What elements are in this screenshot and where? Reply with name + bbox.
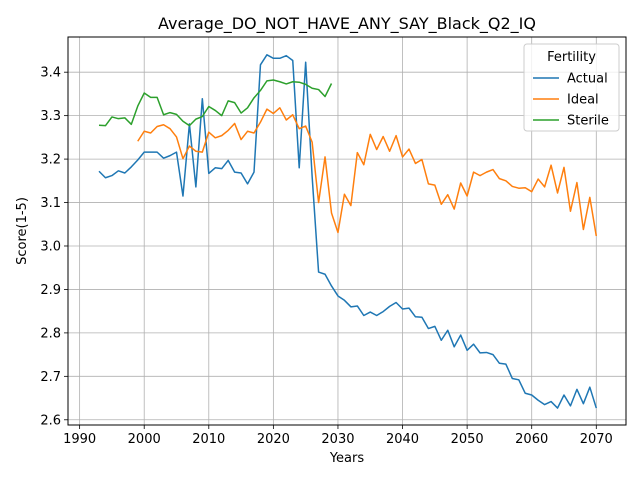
legend-items: Actual Ideal Sterile (533, 72, 609, 129)
x-tick-label: 2040 (386, 432, 419, 447)
x-tick-label: 2020 (257, 432, 290, 447)
y-tick-label: 2.7 (40, 370, 61, 385)
legend-label-ideal: Ideal (567, 93, 599, 108)
x-tick-label: 2010 (192, 432, 225, 447)
x-tick-label: 2000 (128, 432, 161, 447)
x-tick-label: 2050 (451, 432, 484, 447)
x-tick-label: 1990 (63, 432, 96, 447)
x-tick-label: 2060 (515, 432, 548, 447)
series-lines (98, 54, 598, 409)
x-axis-ticks: 1990 2000 2010 2020 2030 2040 2050 2060 2070 (63, 425, 613, 447)
x-tick-label: 2030 (321, 432, 354, 447)
legend: Fertility Actual Ideal Sterile (523, 43, 620, 132)
series-line-ideal (137, 107, 598, 237)
y-tick-label: 3.2 (40, 153, 61, 168)
y-tick-label: 3.1 (40, 196, 61, 211)
series-line-actual (98, 54, 598, 409)
grid (68, 37, 626, 425)
y-tick-label: 3.4 (40, 66, 61, 81)
y-tick-label: 2.6 (40, 413, 61, 428)
x-tick-label: 2070 (580, 432, 613, 447)
y-tick-label: 3.3 (40, 109, 61, 124)
y-tick-label: 2.9 (40, 283, 61, 298)
legend-title: Fertility (547, 50, 596, 65)
chart-title: Average_DO_NOT_HAVE_ANY_SAY_Black_Q2_IQ (158, 14, 536, 34)
plot-frame (67, 36, 627, 426)
y-tick-label: 3.0 (40, 239, 61, 254)
y-axis-label: Score(1-5) (15, 197, 30, 265)
y-tick-label: 2.8 (40, 326, 61, 341)
legend-label-actual: Actual (567, 72, 608, 87)
legend-box (523, 43, 620, 132)
series-line-sterile (98, 79, 333, 127)
y-axis-ticks: 2.6 2.7 2.8 2.9 3.0 3.1 3.2 3.3 3.4 (40, 66, 68, 428)
x-axis-label: Years (329, 451, 365, 466)
legend-label-sterile: Sterile (567, 114, 609, 129)
